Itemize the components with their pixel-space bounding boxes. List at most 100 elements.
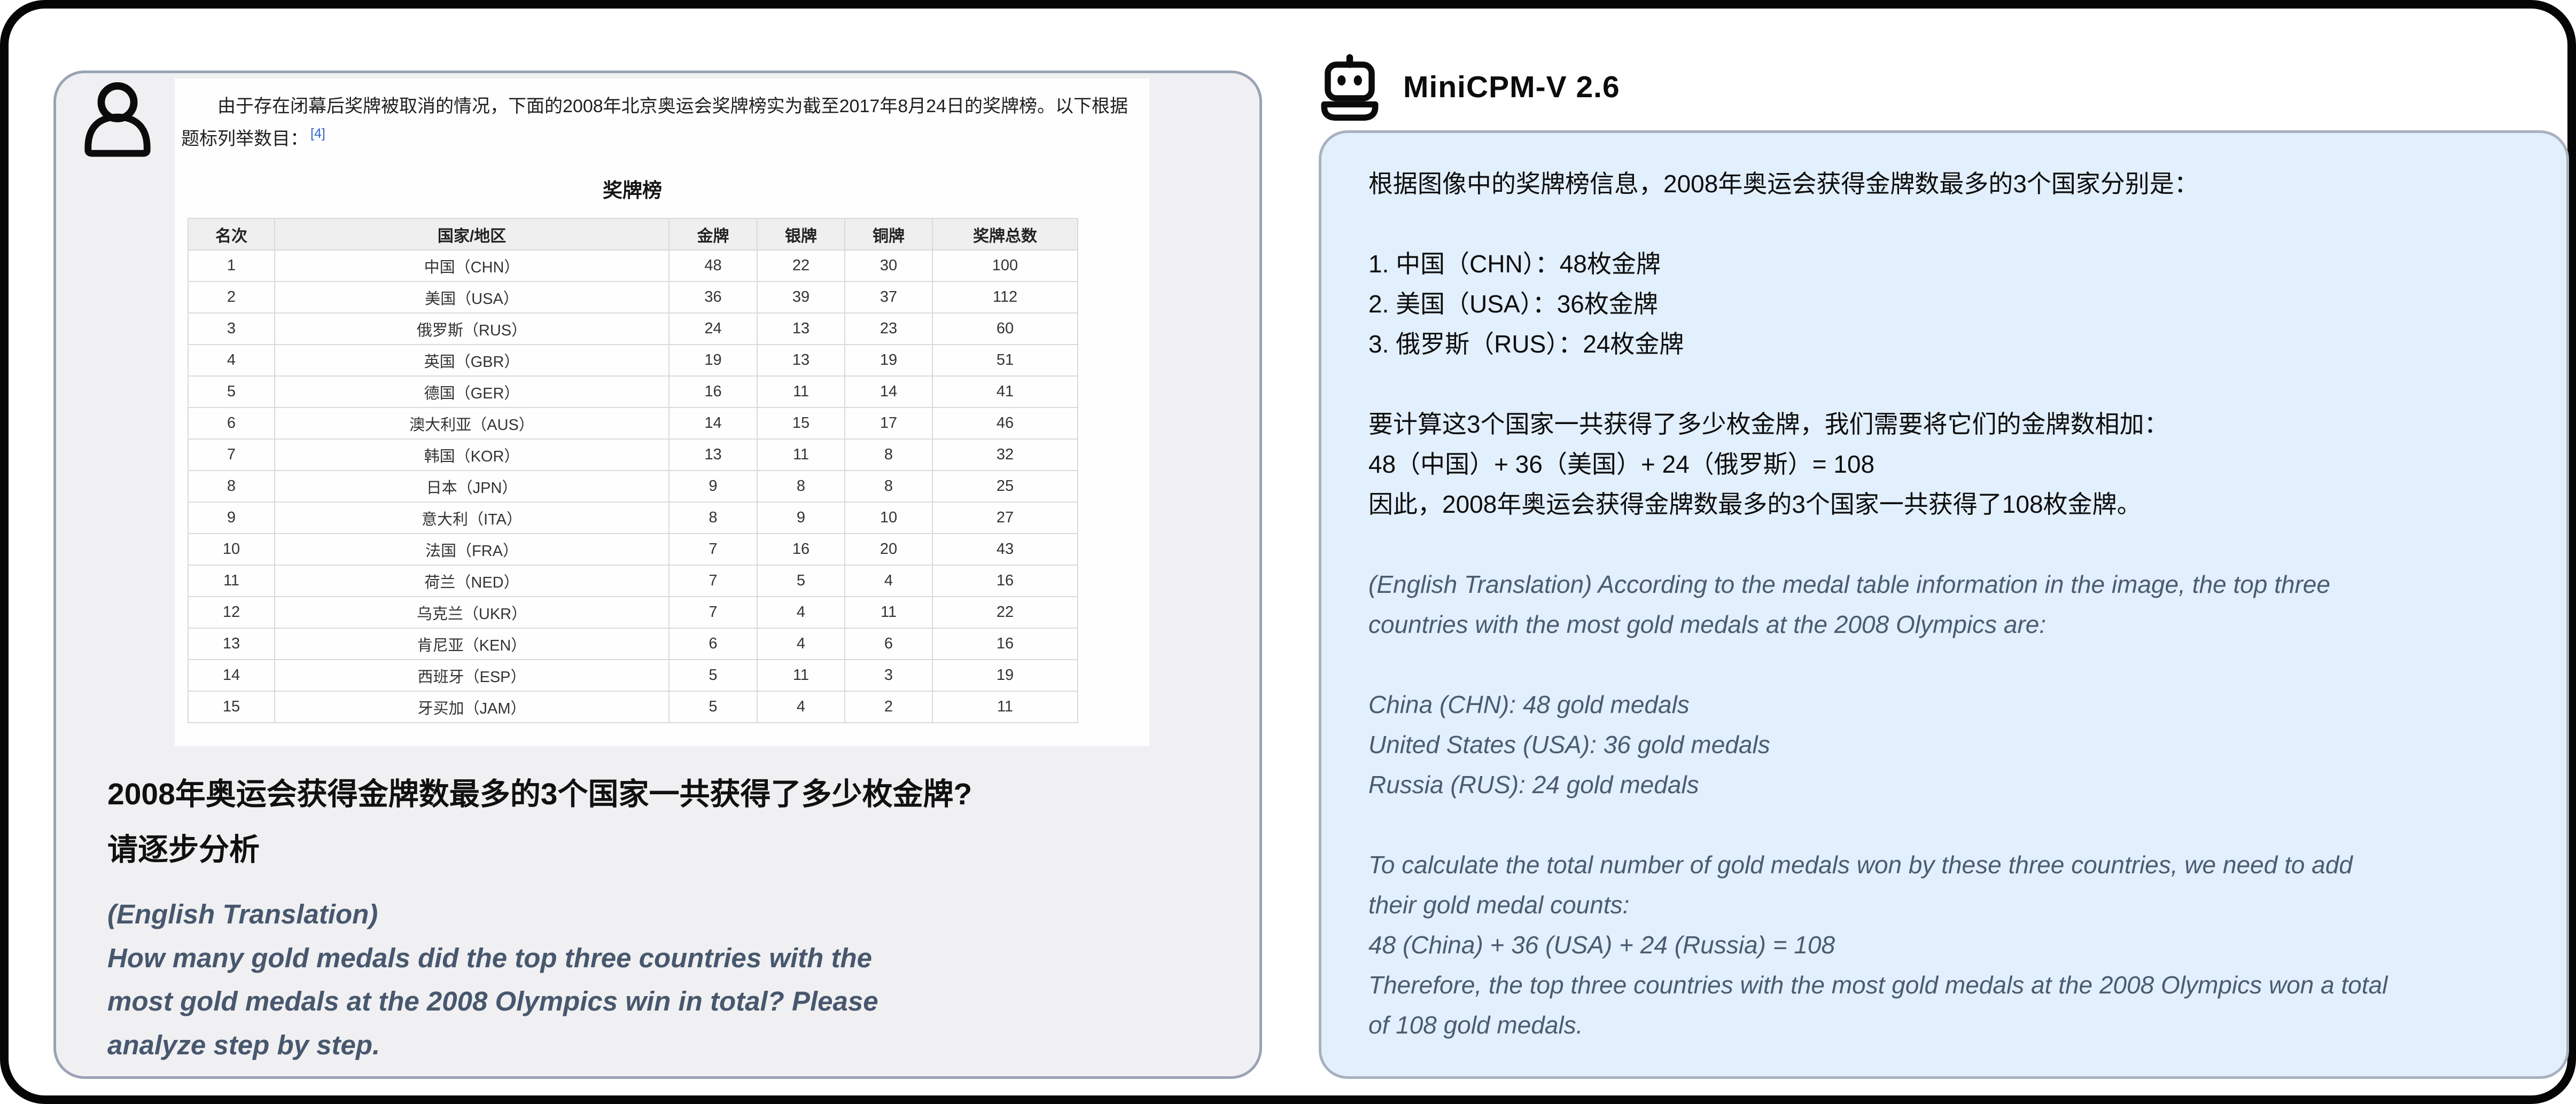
cell-silver: 15 xyxy=(757,407,845,440)
english-translation-label: (English Translation) xyxy=(107,899,378,929)
response-paragraph: (English Translation) According to the m… xyxy=(1368,570,2331,638)
cell-silver: 13 xyxy=(757,312,845,346)
cell-bronze: 10 xyxy=(844,502,933,535)
cell-rank: 5 xyxy=(188,375,275,409)
medal-table: 名次 国家/地区 金牌 银牌 铜牌 奖牌总数 1 中国（CHN） 48 22 30 100 2 美国（U… xyxy=(188,218,1078,724)
cell-silver: 22 xyxy=(757,249,845,283)
cell-total: 25 xyxy=(932,470,1078,503)
cell-gold: 16 xyxy=(668,375,758,409)
cell-total: 11 xyxy=(932,691,1078,724)
cell-silver: 4 xyxy=(757,691,845,724)
cell-total: 27 xyxy=(932,502,1078,535)
table-row: 12 乌克兰（UKR） 7 4 11 22 xyxy=(188,596,1078,629)
user-icon xyxy=(84,82,151,157)
cell-total: 112 xyxy=(932,281,1078,314)
table-row: 1 中国（CHN） 48 22 30 100 xyxy=(188,249,1078,283)
cell-bronze: 2 xyxy=(844,691,933,724)
cell-country: 英国（GBR） xyxy=(274,344,670,377)
cell-country: 中国（CHN） xyxy=(274,249,670,283)
cell-country: 日本（JPN） xyxy=(274,470,670,503)
cell-country: 澳大利亚（AUS） xyxy=(274,407,670,440)
cell-gold: 14 xyxy=(668,407,758,440)
cell-bronze: 3 xyxy=(844,659,933,692)
cell-rank: 13 xyxy=(188,628,275,661)
medal-table-header-row: 名次 国家/地区 金牌 银牌 铜牌 奖牌总数 xyxy=(188,218,1078,251)
cell-total: 60 xyxy=(932,312,1078,346)
cell-silver: 39 xyxy=(757,281,845,314)
table-row: 13 肯尼亚（KEN） 6 4 6 16 xyxy=(188,628,1078,661)
cell-rank: 1 xyxy=(188,249,275,283)
medal-table-col-header: 国家/地区 xyxy=(274,218,670,251)
question-line-1: 2008年奥运会获得金牌数最多的3个国家一共获得了多少枚金牌? xyxy=(107,777,972,811)
response-paragraph: 48（中国）+ 36（美国）+ 24（俄罗斯）= 108 xyxy=(1368,450,1875,478)
cell-silver: 5 xyxy=(757,565,845,598)
cell-gold: 6 xyxy=(668,628,758,661)
medal-table-col-header: 铜牌 xyxy=(844,218,933,251)
cell-gold: 13 xyxy=(668,439,758,472)
cell-total: 46 xyxy=(932,407,1078,440)
cell-bronze: 11 xyxy=(844,596,933,629)
medal-table-col-header: 银牌 xyxy=(757,218,845,251)
cell-gold: 7 xyxy=(668,596,758,629)
cell-bronze: 37 xyxy=(844,281,933,314)
cell-total: 32 xyxy=(932,439,1078,472)
response-paragraph: 根据图像中的奖牌榜信息，2008年奥运会获得金牌数最多的3个国家分别是： xyxy=(1368,170,2199,198)
response-zh: 根据图像中的奖牌榜信息，2008年奥运会获得金牌数最多的3个国家分别是： 1. 中… xyxy=(1368,164,2519,524)
response-paragraph: 48 (China) + 36 (USA) + 24 (Russia) = 10… xyxy=(1368,931,1835,959)
cell-country: 意大利（ITA） xyxy=(274,502,670,535)
cell-silver: 11 xyxy=(757,375,845,409)
cell-bronze: 8 xyxy=(844,439,933,472)
english-translation-text: How many gold medals did the top three c… xyxy=(107,942,878,1060)
user-question-zh: 2008年奥运会获得金牌数最多的3个国家一共获得了多少枚金牌? 请逐步分析 xyxy=(107,767,1246,878)
response-paragraph: China (CHN): 48 gold medals xyxy=(1368,691,1690,718)
cell-rank: 4 xyxy=(188,344,275,377)
cell-bronze: 6 xyxy=(844,628,933,661)
cell-rank: 6 xyxy=(188,407,275,440)
response-paragraph: Therefore, the top three countries with … xyxy=(1368,971,2388,1039)
model-header: MiniCPM-V 2.6 xyxy=(1319,53,1620,121)
cell-rank: 9 xyxy=(188,502,275,535)
cell-rank: 11 xyxy=(188,565,275,598)
cell-gold: 19 xyxy=(668,344,758,377)
cell-total: 51 xyxy=(932,344,1078,377)
response-en: (English Translation) According to the m… xyxy=(1368,565,2519,1045)
cell-silver: 11 xyxy=(757,659,845,692)
cell-country: 牙买加（JAM） xyxy=(274,691,670,724)
cell-silver: 4 xyxy=(757,628,845,661)
robot-icon xyxy=(1321,54,1379,121)
cell-country: 法国（FRA） xyxy=(274,533,670,566)
cell-total: 19 xyxy=(932,659,1078,692)
cell-bronze: 4 xyxy=(844,565,933,598)
image-intro-text: 由于存在闭幕后奖牌被取消的情况，下面的2008年北京奥运会奖牌榜实为截至2017… xyxy=(181,90,1132,155)
cell-gold: 24 xyxy=(668,312,758,346)
table-row: 2 美国（USA） 36 39 37 112 xyxy=(188,281,1078,314)
table-row: 11 荷兰（NED） 7 5 4 16 xyxy=(188,565,1078,598)
cell-silver: 11 xyxy=(757,439,845,472)
intro-text: 由于存在闭幕后奖牌被取消的情况，下面的2008年北京奥运会奖牌榜实为截至2017… xyxy=(181,96,1128,149)
response-paragraph: 因此，2008年奥运会获得金牌数最多的3个国家一共获得了108枚金牌。 xyxy=(1368,490,2142,518)
cell-country: 俄罗斯（RUS） xyxy=(274,312,670,346)
cell-bronze: 30 xyxy=(844,249,933,283)
table-row: 7 韩国（KOR） 13 11 8 32 xyxy=(188,439,1078,472)
citation-link[interactable]: [4] xyxy=(310,126,325,142)
cell-total: 22 xyxy=(932,596,1078,629)
cell-rank: 15 xyxy=(188,691,275,724)
cell-gold: 48 xyxy=(668,249,758,283)
cell-gold: 8 xyxy=(668,502,758,535)
response-paragraph: United States (USA): 36 gold medals xyxy=(1368,731,1770,758)
cell-country: 荷兰（NED） xyxy=(274,565,670,598)
cell-total: 16 xyxy=(932,628,1078,661)
table-row: 10 法国（FRA） 7 16 20 43 xyxy=(188,533,1078,566)
cell-rank: 10 xyxy=(188,533,275,566)
table-row: 14 西班牙（ESP） 5 11 3 19 xyxy=(188,659,1078,692)
cell-country: 肯尼亚（KEN） xyxy=(274,628,670,661)
response-paragraph: 3. 俄罗斯（RUS）：24枚金牌 xyxy=(1368,330,1684,358)
cell-gold: 36 xyxy=(668,281,758,314)
question-line-2: 请逐步分析 xyxy=(107,832,260,867)
cell-gold: 5 xyxy=(668,691,758,724)
cell-gold: 9 xyxy=(668,470,758,503)
cell-bronze: 17 xyxy=(844,407,933,440)
cell-total: 43 xyxy=(932,533,1078,566)
cell-rank: 3 xyxy=(188,312,275,346)
